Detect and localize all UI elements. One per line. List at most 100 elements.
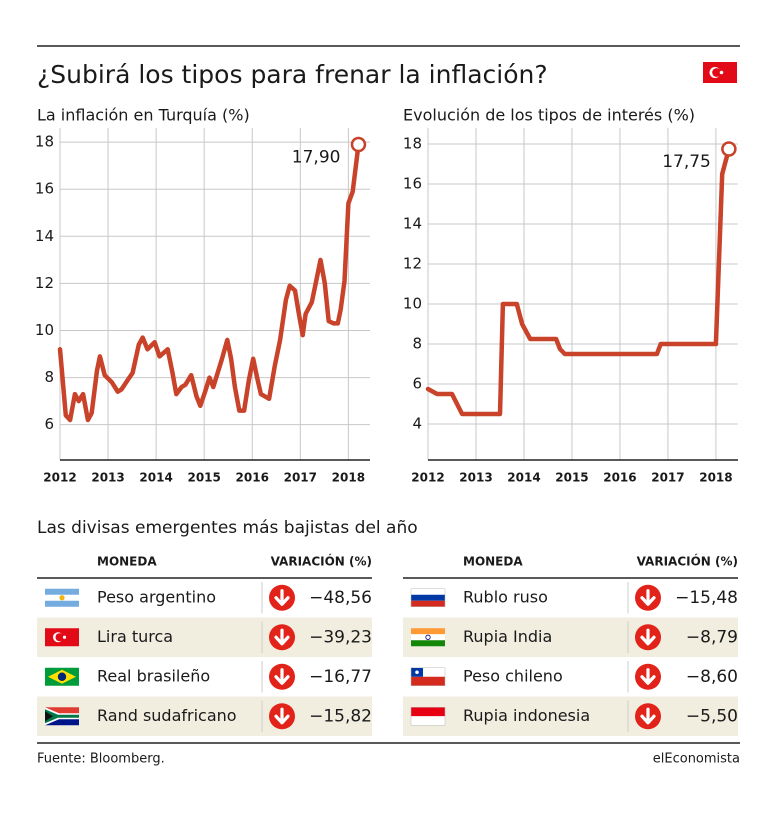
x-tick-label: 2012: [411, 471, 444, 485]
table-row: Peso argentino −48,56: [45, 582, 372, 614]
x-tick-label: 2012: [43, 471, 76, 485]
icon-arrow: [640, 628, 656, 646]
flag: [45, 707, 79, 726]
down-arrow-icon: [635, 584, 661, 611]
flag-part: [45, 709, 79, 724]
icon-arrow: [640, 668, 656, 685]
currency-name: Real brasileño: [97, 666, 210, 685]
flag-part: [425, 634, 431, 640]
x-tick-label: 2016: [236, 471, 269, 485]
y-tick-label: 18: [35, 133, 54, 151]
flag-part: [415, 670, 419, 675]
value-label: 17,90: [292, 147, 341, 167]
flag: [410, 667, 446, 686]
table-row: Rupia indonesia −5,50: [403, 696, 738, 736]
currency-name: Peso argentino: [97, 587, 216, 606]
x-tick-label: 2015: [187, 471, 220, 485]
y-tick-label: 10: [403, 295, 422, 313]
data-line: [57, 142, 361, 423]
icon-arrow: [274, 707, 290, 725]
table-row: Rupia India −8,79: [403, 617, 738, 657]
flag-part: [59, 595, 65, 601]
flag-part: [410, 667, 446, 686]
flag: [410, 588, 446, 607]
down-arrow-icon: [269, 703, 295, 730]
value-label: 17,75: [662, 152, 711, 172]
table-row: Rand sudafricano −15,82: [37, 696, 372, 736]
y-tick-label: 14: [403, 215, 422, 233]
brand: elEconomista: [653, 752, 740, 767]
y-tick-label: 16: [35, 180, 54, 198]
variation-value: −16,77: [309, 667, 372, 687]
flag: [410, 707, 446, 726]
down-arrow-icon: [635, 703, 661, 730]
column-header: VARIACIÓN (%): [271, 554, 372, 569]
x-tick-label: 2013: [459, 471, 492, 485]
icon-arrow: [274, 668, 290, 685]
icon-arrow: [274, 589, 290, 606]
x-tick-label: 2018: [699, 471, 732, 485]
flag-part: [55, 633, 64, 642]
down-arrow-icon: [269, 663, 295, 690]
variation-value: −39,23: [309, 627, 372, 647]
variation-value: −15,82: [309, 706, 372, 726]
x-tick-label: 2013: [91, 471, 124, 485]
flag-part: [411, 640, 445, 647]
flag-part: [411, 716, 445, 726]
flag-part: [411, 634, 445, 641]
row-band: [403, 696, 738, 736]
x-tick-label: 2018: [332, 471, 365, 485]
flag-part: [45, 711, 53, 722]
flag: [45, 628, 79, 647]
table-row: Real brasileño −16,77: [45, 661, 372, 693]
currency-name: Rupia indonesia: [463, 706, 590, 725]
data-line: [425, 146, 732, 417]
icon-arrow: [640, 589, 656, 606]
y-tick-label: 4: [412, 415, 422, 433]
currency-name: Rupia India: [463, 627, 552, 646]
chart-title: La inflación en Turquía (%): [37, 106, 250, 125]
flag-part: [410, 707, 446, 726]
flag-part: [410, 588, 446, 607]
down-arrow-icon: [635, 624, 661, 651]
x-tick-label: 2016: [603, 471, 636, 485]
variation-value: −8,60: [686, 667, 738, 687]
currency-name: Lira turca: [97, 627, 173, 646]
currency-name: Peso chileno: [463, 666, 563, 685]
column-header: MONEDA: [97, 555, 157, 569]
variation-value: −8,79: [686, 627, 738, 647]
flag-part: [411, 707, 445, 717]
row-band: [37, 617, 372, 657]
variation-value: −5,50: [686, 706, 738, 726]
turkey-flag: [703, 62, 737, 83]
y-tick-label: 14: [35, 227, 54, 245]
table-section-title: Las divisas emergentes más bajistas del …: [37, 518, 418, 538]
y-tick-label: 10: [35, 321, 54, 339]
y-tick-label: 12: [35, 274, 54, 292]
source: Fuente: Bloomberg.: [37, 752, 165, 767]
end-marker: [350, 136, 367, 153]
x-tick-label: 2017: [284, 471, 317, 485]
end-marker: [721, 141, 737, 157]
down-arrow-icon: [635, 663, 661, 690]
table-row: Lira turca −39,23: [37, 617, 372, 657]
y-tick-label: 16: [403, 175, 422, 193]
variation-value: −48,56: [309, 588, 372, 608]
y-tick-label: 8: [412, 335, 422, 353]
down-arrow-icon: [269, 624, 295, 651]
icon-arrow: [274, 628, 290, 646]
y-tick-label: 8: [44, 368, 54, 386]
column-header: MONEDA: [463, 555, 523, 569]
flag-part: [411, 588, 445, 595]
y-tick-label: 12: [403, 255, 422, 273]
x-tick-label: 2014: [507, 471, 540, 485]
page-title: ¿Subirá los tipos para frenar la inflaci…: [37, 60, 548, 89]
column-header: VARIACIÓN (%): [637, 554, 738, 569]
icon-arrow: [640, 707, 656, 725]
y-tick-label: 18: [403, 135, 422, 153]
row-band: [37, 696, 372, 736]
x-tick-label: 2014: [139, 471, 172, 485]
flag-part: [411, 594, 445, 601]
flag-part: [45, 707, 79, 717]
y-tick-label: 6: [44, 415, 54, 433]
